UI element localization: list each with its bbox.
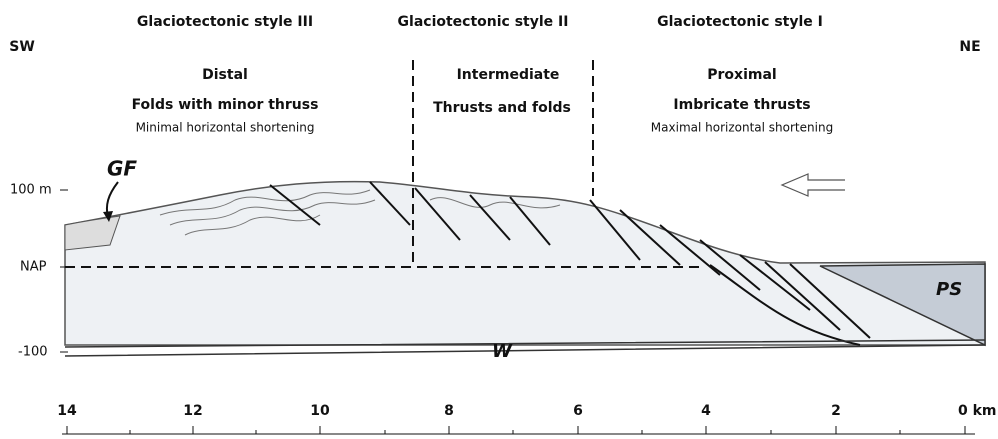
scale-label: 10 bbox=[310, 403, 330, 419]
unit-label: PS bbox=[936, 279, 962, 300]
unit-label: GF bbox=[107, 157, 137, 181]
scale-bar bbox=[62, 426, 975, 434]
scale-label: 8 bbox=[444, 403, 454, 419]
scale-label: 12 bbox=[183, 403, 202, 419]
scale-label: 0 km bbox=[958, 403, 997, 419]
direction-label: SW bbox=[9, 39, 35, 55]
scale-label: 6 bbox=[573, 403, 583, 419]
zone-deformation: Thrusts and folds bbox=[433, 100, 571, 116]
scale-label: 14 bbox=[57, 403, 77, 419]
scale-label: 4 bbox=[701, 403, 711, 419]
zone-deformation: Imbricate thrusts bbox=[673, 97, 810, 113]
style-title: Glaciotectonic style III bbox=[137, 14, 313, 30]
zone-name: Intermediate bbox=[457, 67, 560, 83]
zone-shortening: Minimal horizontal shortening bbox=[136, 121, 315, 135]
ice-arrow bbox=[782, 174, 845, 196]
unit-label: W bbox=[492, 341, 513, 362]
zone-name: Proximal bbox=[707, 67, 776, 83]
style-title: Glaciotectonic style I bbox=[657, 14, 823, 30]
zone-name: Distal bbox=[202, 67, 248, 83]
depth-label: -100 bbox=[18, 345, 48, 360]
depth-label: NAP bbox=[20, 260, 47, 275]
zone-shortening: Maximal horizontal shortening bbox=[651, 121, 833, 135]
zone-deformation: Folds with minor thruss bbox=[132, 97, 319, 113]
style-title: Glaciotectonic style II bbox=[398, 14, 569, 30]
scale-label: 2 bbox=[831, 403, 841, 419]
depth-label: 100 m bbox=[10, 183, 52, 198]
direction-label: NE bbox=[959, 39, 980, 55]
cross-section-diagram: Glaciotectonic style III Glaciotectonic … bbox=[0, 0, 998, 439]
